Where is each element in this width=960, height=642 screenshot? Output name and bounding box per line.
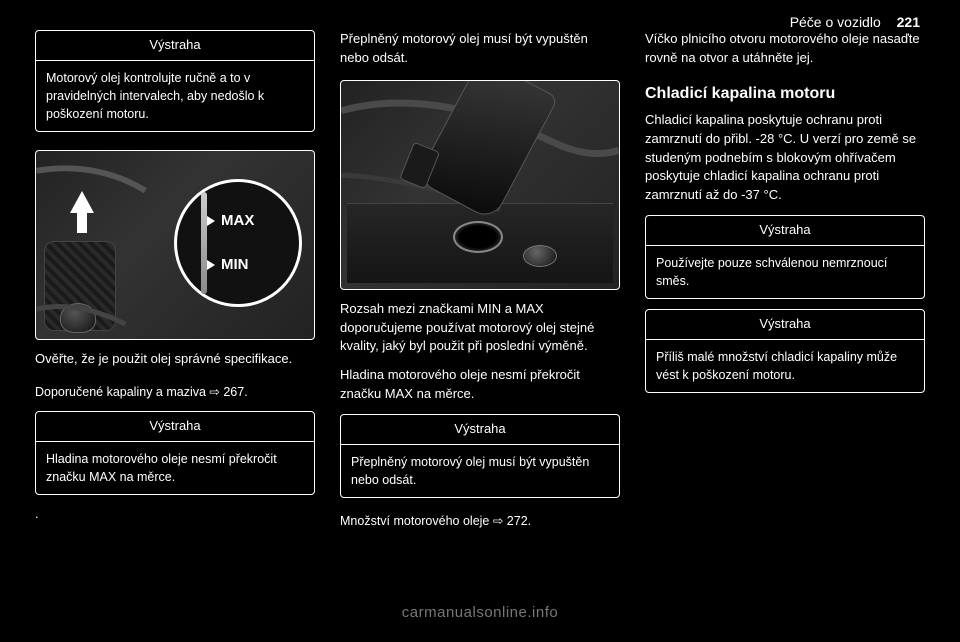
callout-body: Příliš malé množství chladicí kapaliny m… — [646, 340, 924, 392]
filler-hole — [453, 221, 503, 253]
dipstick-cap — [60, 303, 96, 333]
paragraph: Ověřte, že je použit olej správné specif… — [35, 350, 315, 369]
page-number: 221 — [897, 14, 920, 30]
cross-reference: Množství motorového oleje ⇨ 272. — [340, 512, 620, 530]
oil-cap — [523, 245, 557, 267]
section-heading: Chladicí kapalina motoru — [645, 82, 925, 105]
callout-body: Přeplněný motorový olej musí být vypuště… — [341, 445, 619, 497]
trailing-text: . — [35, 505, 315, 524]
callout-body: Používejte pouze schválenou nemrznoucí s… — [646, 246, 924, 298]
figure-oil-pour — [340, 80, 620, 290]
callout-body: Motorový olej kontrolujte ručně a to v p… — [36, 61, 314, 131]
paragraph: Chladicí kapalina poskytuje ochranu prot… — [645, 111, 925, 205]
page-header: Péče o vozidlo 221 — [790, 12, 920, 32]
callout-body: Hladina motorového oleje nesmí překročit… — [36, 442, 314, 494]
paragraph: Přeplněný motorový olej musí být vypuště… — [340, 30, 620, 68]
section-title: Péče o vozidlo — [790, 14, 881, 30]
dipstick-detail: MAX MIN — [174, 179, 302, 307]
dipstick-bar — [201, 192, 207, 294]
callout-title: Výstraha — [341, 415, 619, 445]
oil-bottle — [415, 80, 558, 221]
cross-reference: Doporučené kapaliny a maziva ⇨ 267. — [35, 383, 315, 401]
column-1: Výstraha Motorový olej kontrolujte ručně… — [35, 30, 315, 540]
min-marker: MIN — [207, 254, 299, 276]
arrow-up-icon — [70, 191, 94, 213]
column-3: Víčko plnicího otvoru motorového oleje n… — [645, 30, 925, 540]
warning-callout: Výstraha Příliš malé množství chladicí k… — [645, 309, 925, 393]
watermark-footer: carmanualsonline.info — [0, 602, 960, 624]
column-2: Přeplněný motorový olej musí být vypuště… — [340, 30, 620, 540]
callout-title: Výstraha — [646, 216, 924, 246]
callout-title: Výstraha — [646, 310, 924, 340]
warning-callout: Výstraha Hladina motorového oleje nesmí … — [35, 411, 315, 495]
warning-callout: Výstraha Motorový olej kontrolujte ručně… — [35, 30, 315, 132]
max-marker: MAX — [207, 210, 299, 232]
page-body: Výstraha Motorový olej kontrolujte ručně… — [0, 0, 960, 560]
paragraph: Rozsah mezi značkami MIN a MAX doporučuj… — [340, 300, 620, 357]
figure-dipstick: MAX MIN — [35, 150, 315, 340]
paragraph: Víčko plnicího otvoru motorového oleje n… — [645, 30, 925, 68]
warning-callout: Výstraha Přeplněný motorový olej musí bý… — [340, 414, 620, 498]
warning-callout: Výstraha Používejte pouze schválenou nem… — [645, 215, 925, 299]
paragraph: Hladina motorového oleje nesmí překročit… — [340, 366, 620, 404]
callout-title: Výstraha — [36, 412, 314, 442]
callout-title: Výstraha — [36, 31, 314, 61]
